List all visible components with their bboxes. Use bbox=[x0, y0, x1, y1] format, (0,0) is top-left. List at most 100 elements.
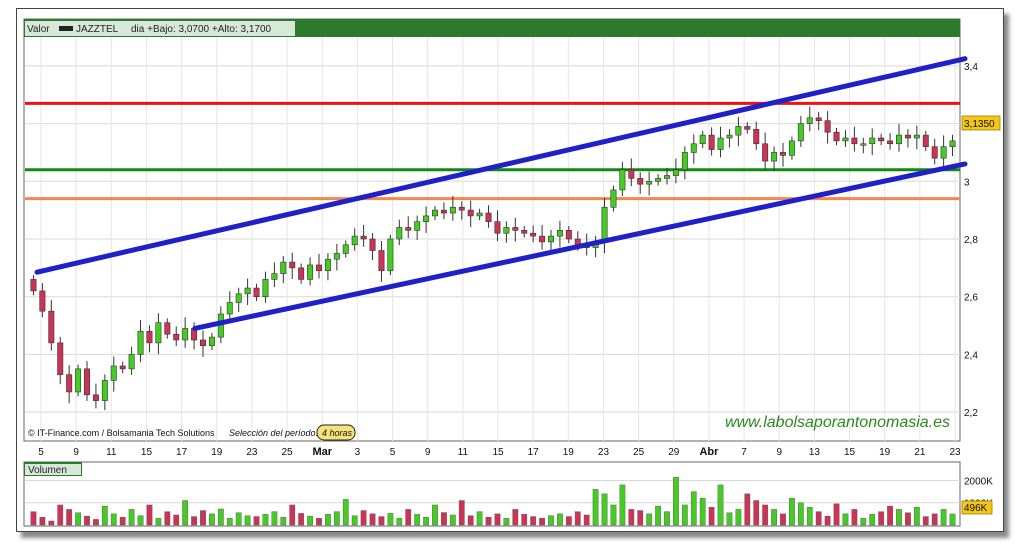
volume-bar bbox=[913, 506, 920, 526]
volume-bar bbox=[57, 504, 64, 526]
candle-body bbox=[860, 143, 867, 146]
last-volume-box bbox=[961, 500, 993, 515]
volume-bar bbox=[565, 516, 572, 526]
candle-body bbox=[30, 279, 37, 292]
volume-bar bbox=[833, 503, 840, 526]
time-tick-label: 17 bbox=[176, 447, 188, 458]
candle-body bbox=[556, 230, 563, 237]
candle-body bbox=[485, 212, 492, 222]
candle-body bbox=[226, 302, 233, 315]
volume-tick-label: 2000K bbox=[964, 476, 993, 487]
volume-bar bbox=[39, 517, 46, 526]
candle-body bbox=[521, 230, 528, 234]
time-tick-label: 23 bbox=[246, 447, 258, 458]
volume-bar bbox=[226, 518, 233, 526]
volume-bar bbox=[735, 509, 742, 526]
candle-body bbox=[565, 230, 572, 240]
candle-body bbox=[173, 333, 180, 341]
period-value[interactable]: 4 horas bbox=[322, 428, 353, 438]
time-tick-label: 19 bbox=[879, 447, 891, 458]
volume-bar bbox=[789, 498, 795, 526]
candle-body bbox=[762, 143, 769, 162]
time-tick-label: 25 bbox=[633, 447, 645, 458]
volume-bar bbox=[209, 513, 215, 526]
header-valor-label: Valor bbox=[27, 24, 50, 35]
candle-body bbox=[387, 238, 394, 272]
volume-bar bbox=[110, 513, 117, 526]
candle-body bbox=[84, 368, 90, 396]
volume-bar bbox=[387, 513, 394, 526]
candle-body bbox=[681, 152, 688, 171]
candle-body bbox=[396, 227, 403, 240]
candle-body bbox=[771, 152, 778, 162]
candle-body bbox=[735, 126, 742, 136]
time-tick-label: 3 bbox=[355, 447, 361, 458]
candle-body bbox=[494, 221, 501, 234]
volume-bar bbox=[280, 517, 287, 526]
volume-bar bbox=[655, 505, 661, 526]
candle-body bbox=[824, 120, 831, 133]
candle-body bbox=[75, 368, 82, 393]
time-tick-label: 19 bbox=[211, 447, 223, 458]
candle-body bbox=[887, 140, 894, 145]
volume-bar bbox=[592, 489, 599, 526]
candle-body bbox=[271, 273, 278, 280]
volume-bar bbox=[414, 514, 421, 526]
volume-bar bbox=[119, 517, 126, 526]
volume-bar bbox=[949, 513, 956, 526]
time-tick-label: 13 bbox=[809, 447, 821, 458]
candle-body bbox=[414, 221, 421, 231]
candle-body bbox=[539, 235, 546, 243]
time-tick-label: 9 bbox=[73, 447, 79, 458]
candle-body bbox=[137, 331, 144, 355]
volume-bar bbox=[84, 515, 90, 526]
time-tick-label: 11 bbox=[458, 447, 469, 458]
volume-bar bbox=[681, 504, 688, 526]
header-ticker: JAZZTEL bbox=[76, 24, 119, 35]
volume-bar bbox=[137, 515, 144, 526]
volume-bar bbox=[601, 493, 608, 526]
volume-bar bbox=[271, 511, 278, 526]
volume-bar bbox=[931, 513, 938, 526]
volume-bar bbox=[48, 520, 55, 526]
period-label[interactable]: Selección del período: bbox=[229, 428, 319, 438]
volume-bar bbox=[93, 519, 99, 526]
credit-text: © IT-Finance.com / Bolsamania Tech Solut… bbox=[28, 428, 215, 438]
volume-bar bbox=[307, 515, 313, 526]
candle-body bbox=[66, 374, 73, 393]
volume-bar bbox=[298, 513, 305, 526]
candle-body bbox=[280, 261, 287, 274]
time-tick-label: 9 bbox=[776, 447, 782, 458]
candle-body bbox=[869, 137, 876, 145]
time-axis: 5 9 11 15 17 19 23 25 Mar 3 5 9 11 15 17 19 23 25 29 Abr 7 9 1… bbox=[38, 446, 961, 458]
volume-bar bbox=[940, 509, 947, 526]
time-tick-label: 15 bbox=[844, 447, 856, 458]
candle-body bbox=[208, 336, 215, 347]
chart-frame: Valor JAZZTEL dia +Bajo: 3,0700 +Alto: 3… bbox=[16, 8, 1004, 532]
volume-bar bbox=[708, 506, 715, 526]
candle-body bbox=[369, 238, 376, 251]
price-tick-label: 3 bbox=[964, 177, 970, 188]
candle-body bbox=[922, 134, 929, 147]
volume-bar bbox=[851, 509, 858, 526]
header-info: dia +Bajo: 3,0700 +Alto: 3,1700 bbox=[131, 24, 272, 35]
volume-bar bbox=[173, 514, 180, 526]
volume-bar bbox=[815, 511, 822, 526]
volume-bar bbox=[494, 513, 501, 526]
volume-bar bbox=[905, 512, 911, 526]
candle-body bbox=[378, 250, 385, 272]
last-volume-label: 496K bbox=[964, 503, 988, 514]
period-badge[interactable] bbox=[316, 424, 356, 441]
volume-bar bbox=[217, 508, 224, 526]
candle-body bbox=[949, 140, 956, 147]
price-grid bbox=[25, 65, 960, 413]
volume-bar bbox=[75, 512, 81, 526]
time-tick-label: 23 bbox=[598, 447, 610, 458]
time-tick-label: 21 bbox=[914, 447, 926, 458]
volume-bar bbox=[289, 504, 296, 526]
candle-body bbox=[753, 129, 760, 145]
volume-bar bbox=[860, 518, 867, 526]
candle-body bbox=[601, 206, 608, 243]
candle-body bbox=[200, 339, 206, 347]
volume-bar bbox=[512, 509, 519, 526]
